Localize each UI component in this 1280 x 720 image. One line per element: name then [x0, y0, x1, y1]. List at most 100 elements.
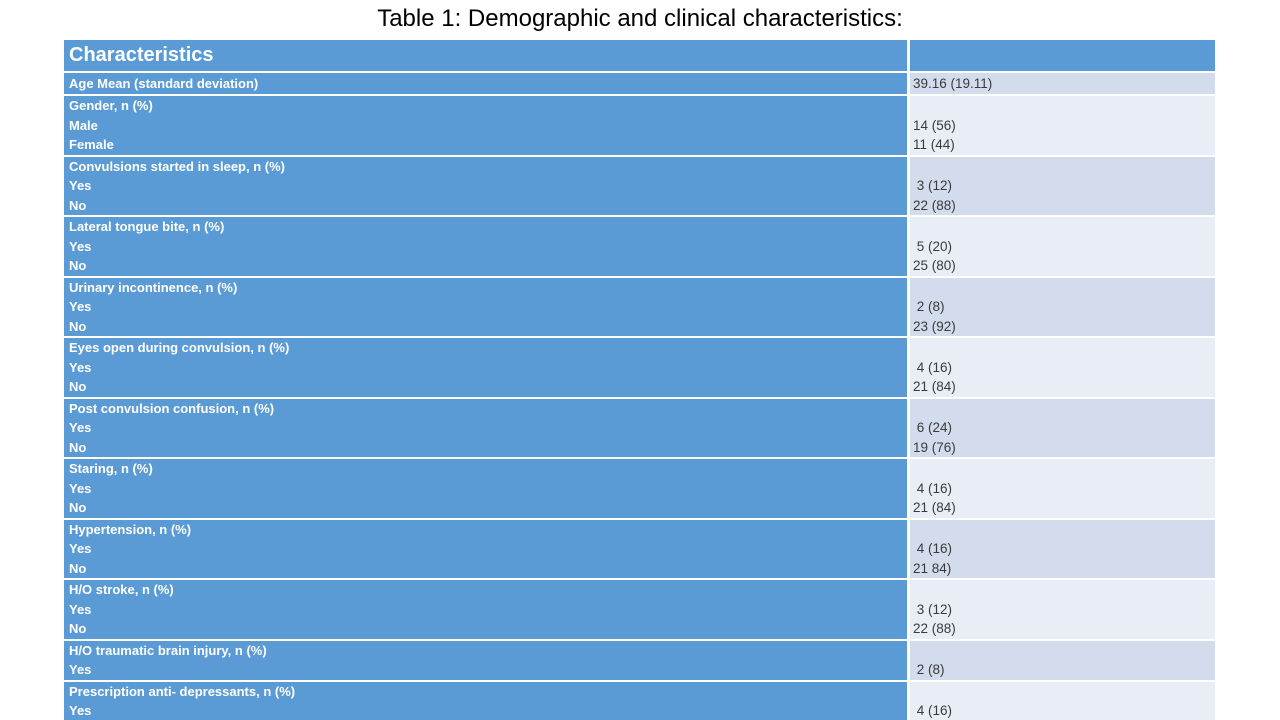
- table-row: Hypertension, n (%) Yes No 4 (16) 21 84): [64, 519, 1215, 578]
- value-line: 14 (56): [913, 117, 956, 133]
- value-line: 19 (76): [913, 439, 956, 455]
- characteristic-group-label: Eyes open during convulsion, n (%): [69, 340, 290, 355]
- value-line: [913, 459, 1215, 479]
- characteristic-line: Female: [69, 137, 114, 152]
- table-row: Gender, n (%) Male Female 14 (56) 11 (44): [64, 96, 1215, 155]
- characteristic-cell: Convulsions started in sleep, n (%) Yes No: [64, 156, 907, 215]
- value-cell: 3 (12) 22 (88): [910, 156, 1215, 215]
- column-separator: [907, 681, 910, 720]
- value-line: [913, 641, 1215, 661]
- value-line: 5 (20): [913, 238, 953, 254]
- value-line: [913, 399, 1215, 419]
- table-row: Staring, n (%) Yes No 4 (16) 21 (84): [64, 459, 1215, 518]
- value-cell: 4 (16) 21 84): [910, 519, 1215, 578]
- value-line: 2 (8): [913, 299, 945, 314]
- table-body: Age Mean (standard deviation) 39.16 (19.…: [64, 73, 1215, 720]
- characteristic-line: No: [69, 621, 87, 636]
- characteristic-group-label: Convulsions started in sleep, n (%): [69, 158, 285, 174]
- characteristic-cell: Urinary incontinence, n (%) Yes No: [64, 277, 907, 336]
- characteristic-line: Yes: [69, 238, 92, 254]
- value-line: 21 (84): [913, 500, 956, 515]
- characteristic-line: No: [69, 379, 87, 394]
- value-line: 11 (44): [913, 137, 955, 152]
- column-separator: [907, 459, 910, 518]
- characteristic-line: Yes: [69, 601, 92, 617]
- header-value-cell: [910, 40, 1215, 71]
- value-line: 4 (16): [913, 703, 953, 718]
- characteristic-group-label: Staring, n (%): [69, 461, 153, 476]
- characteristic-cell: Eyes open during convulsion, n (%) Yes No: [64, 338, 907, 397]
- characteristic-line: No: [69, 500, 87, 515]
- characteristic-cell: Lateral tongue bite, n (%) Yes No: [64, 217, 907, 276]
- value-cell: 5 (20) 25 (80): [910, 217, 1215, 276]
- value-cell: 3 (12) 22 (88): [910, 580, 1215, 639]
- value-line: [913, 520, 1215, 540]
- characteristic-group-label: Urinary incontinence, n (%): [69, 279, 238, 295]
- characteristic-group-label: H/O stroke, n (%): [69, 582, 174, 597]
- table-row: H/O stroke, n (%) Yes No 3 (12) 22 (88): [64, 580, 1215, 639]
- characteristic-cell: H/O stroke, n (%) Yes No: [64, 580, 907, 639]
- characteristic-line: Yes: [69, 703, 92, 718]
- value-line: [913, 217, 1215, 237]
- value-cell: 2 (8) 23 (92): [910, 277, 1215, 336]
- value-line: 22 (88): [913, 197, 956, 213]
- characteristic-cell: Age Mean (standard deviation): [64, 73, 907, 94]
- demographics-table: Characteristics Age Mean (standard devia…: [64, 40, 1215, 720]
- characteristic-line: No: [69, 439, 87, 455]
- characteristic-line: Yes: [69, 541, 92, 556]
- value-line: 3 (12): [913, 178, 953, 193]
- characteristic-line: Yes: [69, 662, 92, 677]
- value-line: [913, 682, 1215, 702]
- characteristic-cell: H/O traumatic brain injury, n (%) Yes: [64, 640, 907, 680]
- value-cell: 6 (24) 19 (76): [910, 398, 1215, 457]
- characteristic-cell: Gender, n (%) Male Female: [64, 96, 907, 155]
- table-header-row: Characteristics: [64, 40, 1215, 71]
- value-line: 4 (16): [913, 480, 953, 496]
- column-separator: [907, 398, 910, 457]
- value-cell: 39.16 (19.11): [910, 73, 1215, 94]
- table-row: H/O traumatic brain injury, n (%) Yes 2 (…: [64, 640, 1215, 680]
- value-line: [913, 157, 1215, 177]
- table-row: Prescription anti- depressants, n (%) Yes…: [64, 681, 1215, 720]
- characteristic-group-label: Prescription anti- depressants, n (%): [69, 683, 296, 699]
- column-separator: [907, 580, 910, 639]
- value-line: [913, 580, 1215, 600]
- value-line: 3 (12): [913, 601, 953, 617]
- table-title: Table 1: Demographic and clinical charac…: [377, 5, 903, 32]
- table-row: Urinary incontinence, n (%) Yes No 2 (8) 23…: [64, 277, 1215, 336]
- characteristic-cell: Prescription anti- depressants, n (%) Yes: [64, 681, 907, 720]
- characteristic-line: Age Mean (standard deviation): [69, 76, 259, 91]
- column-separator: [907, 338, 910, 397]
- characteristic-group-label: H/O traumatic brain injury, n (%): [69, 642, 267, 658]
- table-row: Convulsions started in sleep, n (%) Yes No…: [64, 156, 1215, 215]
- column-separator: [907, 217, 910, 276]
- value-line: [913, 278, 1215, 298]
- column-separator: [907, 40, 910, 71]
- characteristic-line: Male: [69, 117, 98, 133]
- characteristic-line: Yes: [69, 420, 92, 435]
- value-line: 21 (84): [913, 379, 956, 394]
- characteristic-group-label: Lateral tongue bite, n (%): [69, 219, 225, 234]
- table-row: Post convulsion confusion, n (%) Yes No 6 …: [64, 398, 1215, 457]
- value-cell: 4 (16) 21 (84): [910, 459, 1215, 518]
- characteristic-line: No: [69, 318, 87, 334]
- value-cell: 14 (56) 11 (44): [910, 96, 1215, 155]
- characteristic-cell: Hypertension, n (%) Yes No: [64, 519, 907, 578]
- value-line: 39.16 (19.11): [913, 76, 993, 91]
- value-cell: 4 (16): [910, 681, 1215, 720]
- characteristic-line: Yes: [69, 480, 92, 496]
- table-row: Age Mean (standard deviation) 39.16 (19.…: [64, 73, 1215, 94]
- value-line: 6 (24): [913, 420, 953, 435]
- value-line: 25 (80): [913, 258, 956, 273]
- column-separator: [907, 640, 910, 680]
- characteristic-group-label: Gender, n (%): [69, 98, 153, 113]
- value-line: 22 (88): [913, 621, 956, 636]
- value-cell: 2 (8): [910, 640, 1215, 680]
- column-separator: [907, 277, 910, 336]
- characteristic-cell: Post convulsion confusion, n (%) Yes No: [64, 398, 907, 457]
- characteristic-line: Yes: [69, 299, 92, 314]
- characteristic-line: Yes: [69, 359, 92, 375]
- characteristic-group-label: Post convulsion confusion, n (%): [69, 400, 275, 416]
- characteristic-line: No: [69, 197, 87, 213]
- value-cell: 4 (16) 21 (84): [910, 338, 1215, 397]
